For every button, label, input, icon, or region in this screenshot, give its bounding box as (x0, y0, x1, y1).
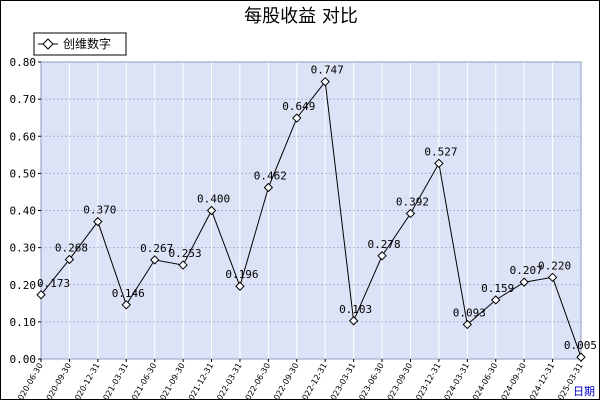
y-tick-label: 0.00 (10, 353, 37, 366)
x-tick-label: 2023-06-30 (355, 362, 386, 400)
x-tick-label: 2024-06-30 (468, 361, 499, 399)
series-line-group (40, 80, 582, 358)
x-tick-label: 2021-03-31 (99, 362, 130, 400)
plot-area: 0.00 0.10 0.20 0.30 0.40 0.50 0.60 0.70 0.80 202… (10, 56, 598, 399)
data-label: 0.747 (311, 64, 344, 77)
x-tick-label: 2020-09-30 (42, 362, 73, 400)
data-point-marker (64, 254, 75, 265)
y-tick-label: 0.80 (10, 56, 37, 69)
chart-title: 每股收益 对比 (244, 6, 358, 27)
legend-series-label: 创维数字 (63, 36, 111, 51)
data-label: 0.400 (197, 193, 230, 206)
data-point-marker (462, 319, 473, 330)
data-point-marker (576, 352, 586, 362)
x-tick-label: 2022-03-31 (213, 362, 244, 400)
data-point-marker (235, 281, 245, 291)
y-tick-label: 0.50 (10, 167, 37, 180)
y-tick-label: 0.70 (10, 93, 37, 106)
x-tick-label: 2021-12-31 (184, 362, 215, 400)
data-label: 0.173 (37, 277, 70, 290)
data-label: 0.268 (55, 242, 88, 255)
data-point-marker (320, 76, 330, 87)
data-point-marker (149, 255, 160, 265)
legend-diamond-marker-icon (42, 38, 54, 50)
legend: 创维数字 (33, 32, 127, 56)
data-point-marker (263, 182, 274, 193)
data-point-marker (491, 295, 501, 305)
data-point-marker (377, 251, 387, 261)
y-tick-label: 0.40 (10, 205, 37, 218)
data-label: 0.462 (254, 169, 287, 182)
x-tick-label: 2021-06-30 (127, 362, 158, 400)
data-label: 0.649 (282, 100, 315, 113)
x-axis-ticks: 2020-06-302020-09-302020-12-312021-03-31… (14, 359, 585, 399)
data-point-marker (178, 260, 188, 270)
x-tick-label: 2024-12-31 (525, 362, 556, 400)
data-label: 0.392 (396, 195, 429, 208)
data-label: 0.146 (112, 287, 145, 300)
x-axis-label: 日期 (573, 385, 595, 398)
data-point-marker (121, 300, 131, 310)
y-tick-label: 0.20 (10, 279, 37, 292)
data-point-marker (93, 216, 103, 227)
data-label: 0.278 (367, 238, 400, 251)
data-point-marker (292, 113, 302, 123)
x-tick-label: 2022-12-31 (298, 362, 329, 400)
data-point-marker (36, 290, 46, 300)
x-tick-label: 2021-09-30 (156, 362, 187, 400)
series-line (40, 80, 582, 358)
data-label: 0.005 (564, 339, 597, 352)
y-tick-label: 0.10 (10, 316, 37, 329)
data-label: 0.093 (453, 306, 486, 319)
x-tick-label: 2022-09-30 (269, 362, 300, 400)
data-label: 0.220 (538, 259, 571, 272)
data-label: 0.207 (510, 264, 543, 277)
legend-box (33, 32, 127, 56)
data-label: 0.370 (83, 204, 116, 217)
data-point-marker (348, 316, 359, 326)
data-point-marker (405, 208, 416, 219)
x-tick-label: 2024-03-31 (440, 362, 471, 400)
x-tick-label: 2020-06-30 (14, 362, 45, 400)
x-tick-label: 2023-12-31 (412, 362, 443, 400)
data-label: 0.196 (225, 268, 258, 281)
y-axis-ticks: 0.00 0.10 0.20 0.30 0.40 0.50 0.60 0.70 0.80 (10, 56, 41, 366)
data-points (36, 76, 586, 362)
x-tick-label: 2020-12-31 (71, 362, 102, 400)
data-point-marker (434, 158, 444, 169)
data-label: 0.527 (424, 145, 457, 158)
x-tick-label: 2023-09-30 (383, 362, 414, 400)
data-point-marker (206, 205, 217, 216)
data-label: 0.253 (169, 247, 202, 260)
x-tick-label: 2023-03-31 (326, 362, 357, 400)
x-tick-label: 2024-09-30 (497, 362, 528, 400)
y-tick-label: 0.60 (10, 130, 37, 143)
data-label: 0.103 (339, 303, 372, 316)
data-label: 0.267 (140, 242, 173, 255)
data-label: 0.159 (481, 282, 514, 295)
y-tick-label: 0.30 (10, 242, 37, 255)
data-point-marker (519, 277, 529, 287)
x-tick-label: 2022-06-30 (241, 362, 272, 400)
data-point-marker (547, 272, 558, 283)
